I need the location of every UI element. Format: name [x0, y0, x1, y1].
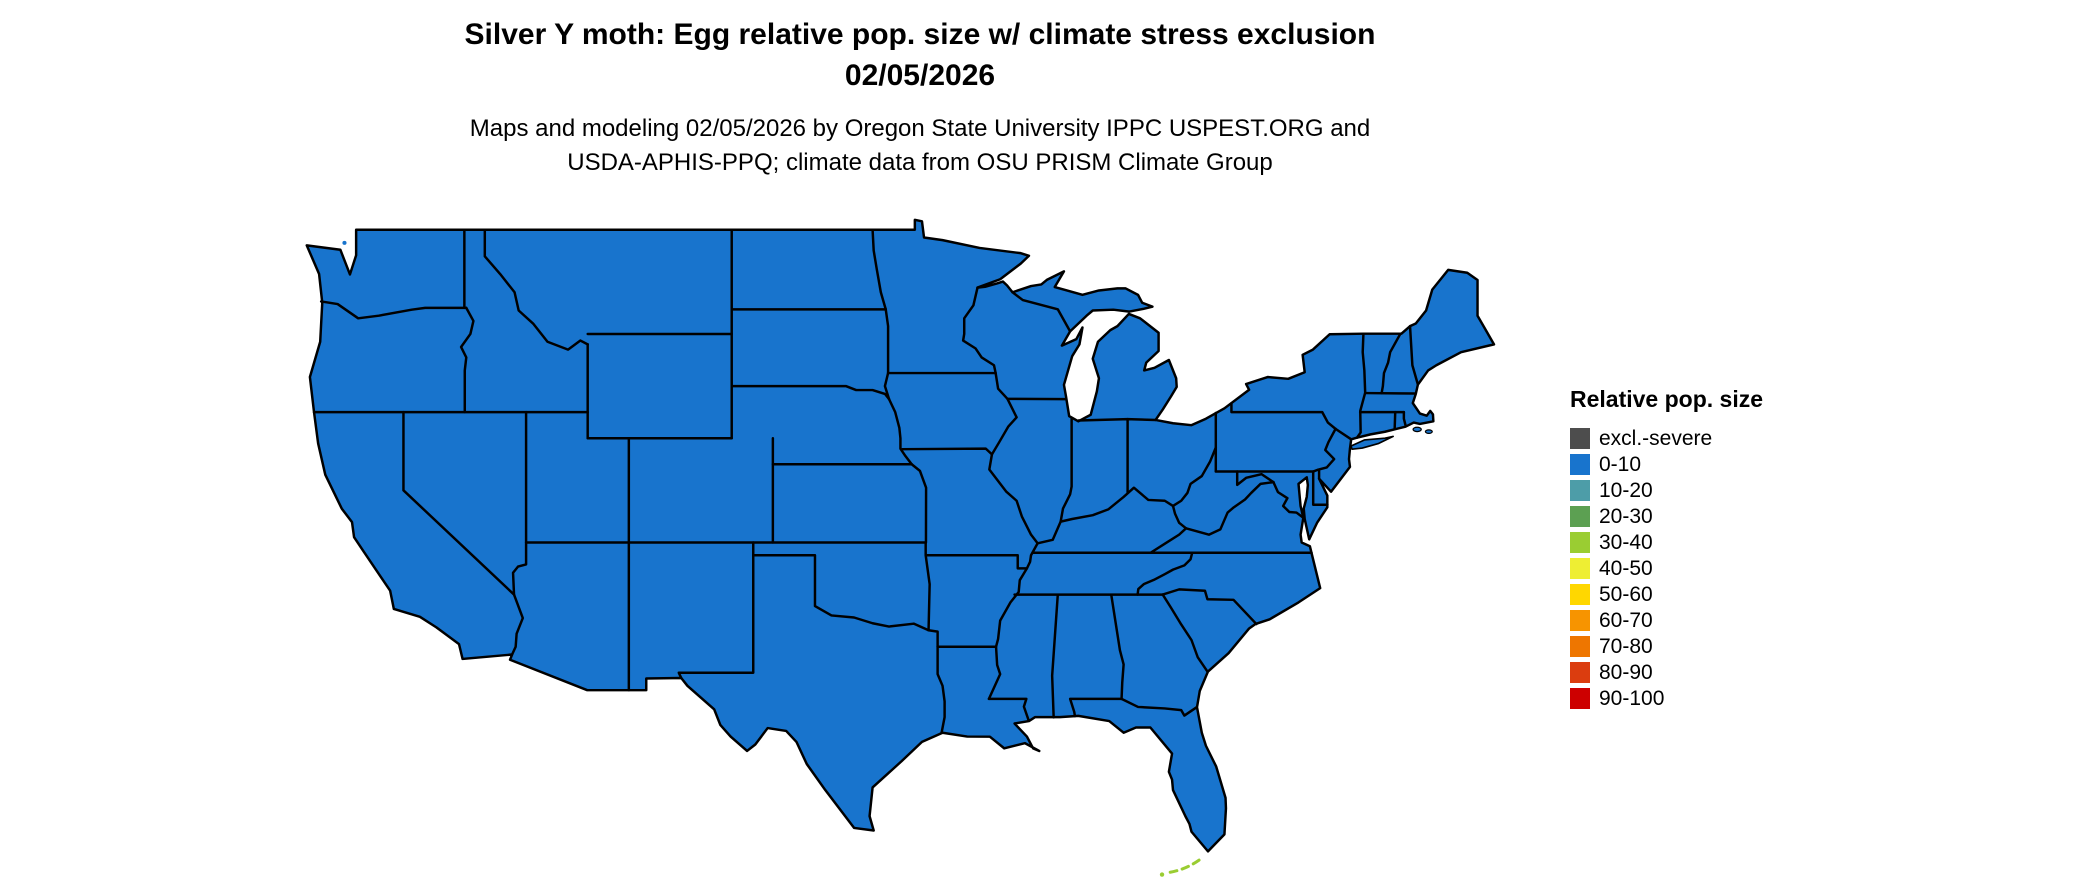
legend-label: 40-50 [1599, 556, 1653, 580]
legend-item: 10-20 [1570, 477, 1870, 503]
legend-swatch [1570, 557, 1590, 579]
figure-title-date: 02/05/2026 [844, 59, 996, 92]
legend-item: 0-10 [1570, 451, 1870, 477]
legend-title: Relative pop. size [1570, 386, 1764, 412]
us-map [280, 214, 1542, 892]
legend-swatch [1570, 583, 1590, 605]
legend-item: 20-30 [1570, 503, 1870, 529]
legend-item: 30-40 [1570, 529, 1870, 555]
legend-swatch [1570, 479, 1590, 501]
legend-label: excl.-severe [1599, 426, 1713, 450]
legend-swatch [1570, 609, 1590, 631]
legend-item: 90-100 [1570, 685, 1870, 711]
legend: Relative pop. size excl.-severe 0-10 10-20… [1570, 386, 1870, 711]
marthas-vineyard-island [1412, 426, 1422, 433]
legend-swatch [1570, 453, 1590, 475]
legend-item: 80-90 [1570, 659, 1870, 685]
florida-keys-dot [1159, 872, 1165, 877]
legend-swatch [1570, 635, 1590, 657]
figure-subtitle: Maps and modeling 02/05/2026 by Oregon S… [0, 112, 1840, 180]
long-island [1350, 435, 1394, 451]
legend-swatch [1570, 427, 1590, 449]
legend-label: 0-10 [1599, 452, 1642, 476]
us-landmass [305, 218, 1496, 853]
nantucket-island [1424, 429, 1433, 435]
subtitle-line-1: Maps and modeling 02/05/2026 by Oregon S… [469, 115, 1371, 142]
subtitle-line-2: USDA-APHIS-PPQ; climate data from OSU PR… [567, 149, 1273, 176]
florida-keys-speck [1167, 858, 1201, 875]
legend-label: 20-30 [1599, 504, 1653, 528]
figure-header: Silver Y moth: Egg relative pop. size w/… [0, 14, 1840, 180]
legend-label: 70-80 [1599, 634, 1653, 658]
legend-swatch [1570, 531, 1590, 553]
legend-item: 60-70 [1570, 607, 1870, 633]
san-juan-islands-speck [342, 240, 347, 245]
legend-swatch [1570, 661, 1590, 683]
legend-label: 90-100 [1599, 686, 1665, 710]
legend-label: 30-40 [1599, 530, 1653, 554]
legend-label: 80-90 [1599, 660, 1653, 684]
legend-label: 10-20 [1599, 478, 1653, 502]
us-map-svg [305, 218, 1496, 877]
legend-item: 50-60 [1570, 581, 1870, 607]
legend-swatch [1570, 505, 1590, 527]
figure-title: Silver Y moth: Egg relative pop. size w/… [464, 18, 1376, 51]
legend-item: excl.-severe [1570, 425, 1870, 451]
legend-swatch [1570, 687, 1590, 709]
legend-label: 50-60 [1599, 582, 1653, 606]
legend-items: excl.-severe 0-10 10-20 20-30 30-40 40-50 50-6… [1570, 425, 1870, 711]
legend-item: 70-80 [1570, 633, 1870, 659]
state-borders [312, 228, 1420, 734]
legend-label: 60-70 [1599, 608, 1653, 632]
legend-item: 40-50 [1570, 555, 1870, 581]
